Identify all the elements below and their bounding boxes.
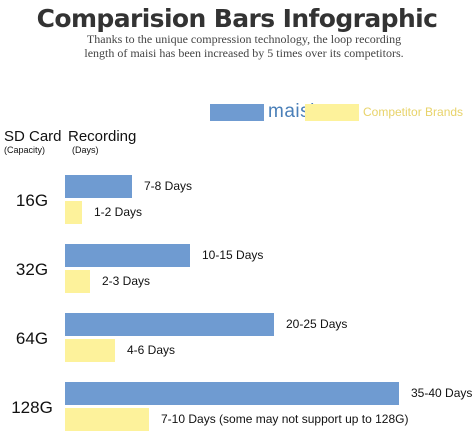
legend-swatch-competitor	[305, 103, 359, 121]
bar-competitor	[65, 408, 149, 431]
data-label-competitor: 7-10 Days (some may not support up to 12…	[161, 412, 409, 426]
legend-label-maisi: maisi	[268, 101, 315, 122]
data-label-competitor: 1-2 Days	[94, 205, 143, 219]
data-label-competitor: 2-3 Days	[102, 274, 151, 288]
bar-competitor	[65, 201, 82, 224]
bar-competitor	[65, 339, 115, 362]
data-label-maisi: 20-25 Days	[286, 317, 348, 331]
data-label-maisi: 35-40 Days	[411, 386, 473, 400]
bar-maisi	[65, 244, 190, 267]
legend-swatch-maisi	[210, 103, 264, 121]
category-label: 16G	[15, 191, 49, 210]
bar-maisi	[65, 382, 399, 405]
data-label-competitor: 4-6 Days	[127, 343, 176, 357]
bar-competitor	[65, 270, 90, 293]
data-label-maisi: 10-15 Days	[202, 248, 264, 262]
category-label: 128G	[11, 398, 53, 417]
value-header-sub: (Days)	[72, 145, 99, 155]
category-header-sub: (Capacity)	[4, 145, 46, 155]
bar-maisi	[65, 313, 274, 336]
chart-subtitle: Thanks to the unique compression technol…	[84, 32, 404, 60]
category-header: SD Card	[4, 128, 62, 145]
legend-item-competitor: Competitor Brands	[305, 102, 463, 122]
bar-maisi	[65, 175, 132, 198]
category-label: 64G	[15, 329, 49, 348]
legend-label-competitor: Competitor Brands	[363, 105, 464, 119]
data-label-maisi: 7-8 Days	[144, 179, 193, 193]
chart-title: Comparision Bars Infographic	[36, 4, 438, 33]
value-header: Recording	[68, 128, 137, 145]
legend-item-maisi: maisi	[210, 101, 315, 122]
category-label: 32G	[15, 260, 49, 279]
